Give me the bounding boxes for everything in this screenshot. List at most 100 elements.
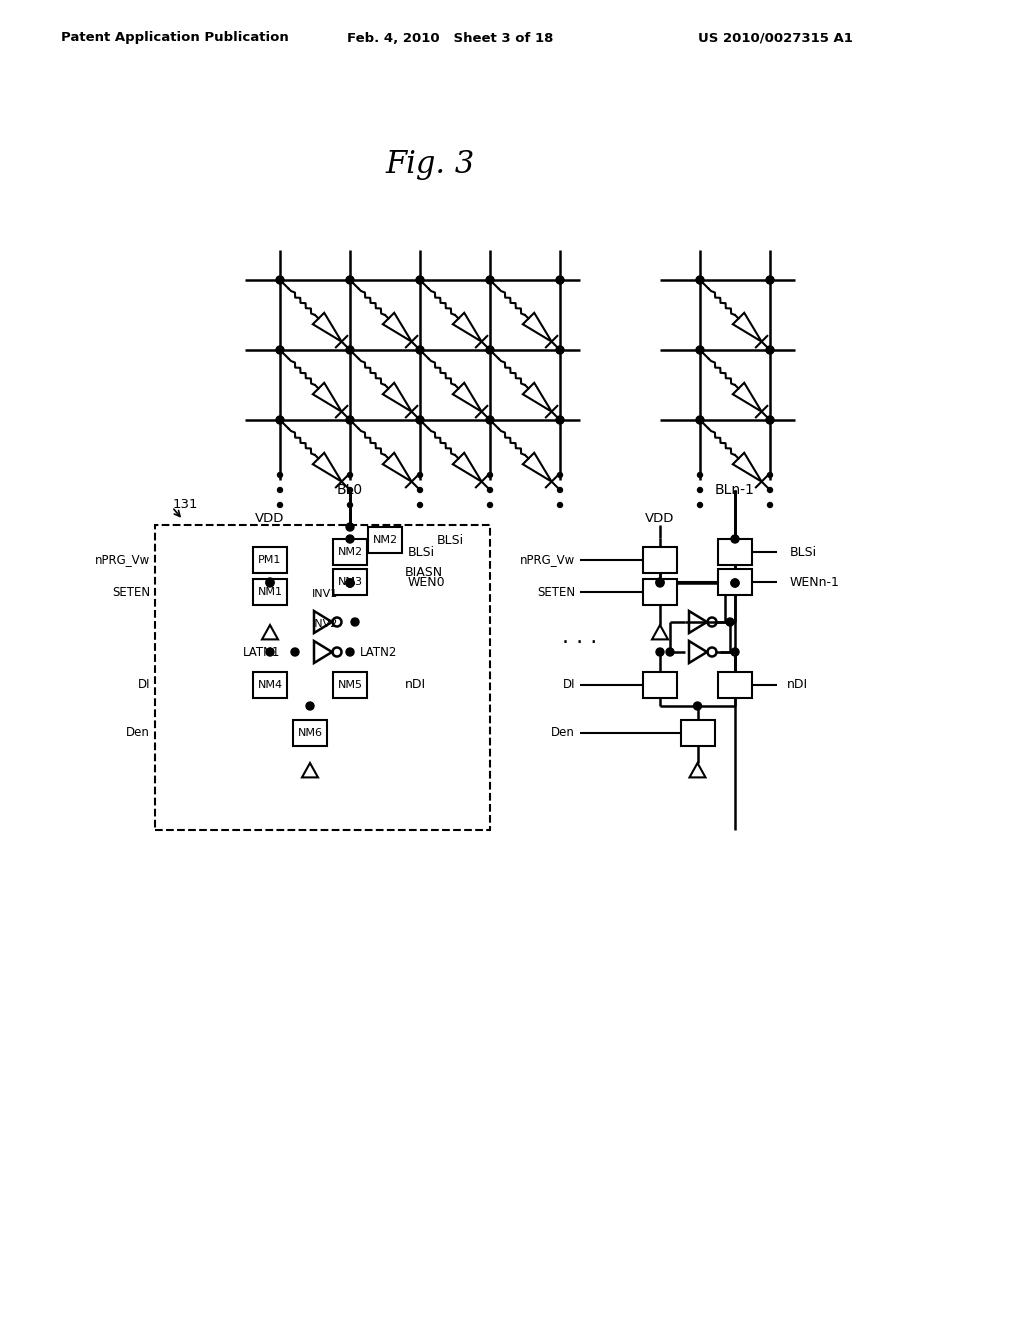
Circle shape bbox=[276, 276, 284, 284]
Text: Patent Application Publication: Patent Application Publication bbox=[61, 32, 289, 45]
Circle shape bbox=[693, 702, 701, 710]
Circle shape bbox=[656, 579, 664, 587]
Circle shape bbox=[346, 579, 354, 587]
Text: nDI: nDI bbox=[406, 678, 426, 692]
Circle shape bbox=[418, 503, 423, 507]
Circle shape bbox=[291, 648, 299, 656]
Circle shape bbox=[556, 276, 564, 284]
Bar bbox=[333, 672, 367, 698]
Circle shape bbox=[731, 579, 739, 587]
Text: US 2010/0027315 A1: US 2010/0027315 A1 bbox=[697, 32, 852, 45]
Circle shape bbox=[346, 535, 354, 543]
Bar bbox=[643, 672, 677, 698]
Circle shape bbox=[346, 579, 354, 587]
Circle shape bbox=[557, 487, 562, 492]
Text: nPRG_Vw: nPRG_Vw bbox=[520, 553, 575, 566]
Circle shape bbox=[351, 618, 359, 626]
Circle shape bbox=[731, 579, 739, 587]
Circle shape bbox=[696, 276, 705, 284]
Text: NM4: NM4 bbox=[257, 680, 283, 690]
Circle shape bbox=[346, 648, 354, 656]
Circle shape bbox=[266, 578, 274, 586]
Text: . . .: . . . bbox=[562, 627, 598, 647]
Bar bbox=[253, 672, 287, 698]
Text: nDI: nDI bbox=[787, 678, 808, 692]
Circle shape bbox=[276, 346, 284, 354]
Circle shape bbox=[696, 346, 705, 354]
Circle shape bbox=[487, 503, 493, 507]
Text: DI: DI bbox=[562, 678, 575, 692]
Circle shape bbox=[306, 702, 314, 710]
Circle shape bbox=[697, 503, 702, 507]
Text: BLn-1: BLn-1 bbox=[715, 483, 755, 498]
Circle shape bbox=[486, 346, 494, 354]
Bar bbox=[293, 719, 327, 746]
Text: NM3: NM3 bbox=[338, 577, 362, 587]
Text: VDD: VDD bbox=[255, 511, 285, 524]
Circle shape bbox=[697, 473, 702, 478]
Circle shape bbox=[766, 416, 774, 424]
Circle shape bbox=[556, 416, 564, 424]
Circle shape bbox=[278, 503, 283, 507]
Text: NM6: NM6 bbox=[298, 729, 323, 738]
Bar bbox=[155, 525, 490, 830]
Circle shape bbox=[276, 416, 284, 424]
Bar bbox=[718, 569, 752, 595]
Circle shape bbox=[347, 487, 352, 492]
Circle shape bbox=[768, 487, 772, 492]
Circle shape bbox=[768, 473, 772, 478]
Circle shape bbox=[768, 503, 772, 507]
Text: 131: 131 bbox=[173, 499, 199, 511]
Text: NM1: NM1 bbox=[257, 587, 283, 597]
Text: SETEN: SETEN bbox=[112, 586, 150, 598]
Text: LATN1: LATN1 bbox=[243, 645, 280, 659]
Circle shape bbox=[766, 276, 774, 284]
Text: NM5: NM5 bbox=[338, 680, 362, 690]
Circle shape bbox=[266, 648, 274, 656]
Circle shape bbox=[346, 416, 354, 424]
Circle shape bbox=[418, 487, 423, 492]
Text: BIASN: BIASN bbox=[406, 566, 443, 579]
Bar bbox=[718, 672, 752, 698]
Circle shape bbox=[346, 523, 354, 531]
Circle shape bbox=[696, 416, 705, 424]
Text: DI: DI bbox=[137, 678, 150, 692]
Text: WENn-1: WENn-1 bbox=[790, 576, 840, 589]
Text: SETEN: SETEN bbox=[537, 586, 575, 598]
Bar bbox=[333, 539, 367, 565]
Circle shape bbox=[486, 276, 494, 284]
Text: INV2: INV2 bbox=[312, 619, 338, 630]
Circle shape bbox=[347, 503, 352, 507]
Circle shape bbox=[346, 276, 354, 284]
Circle shape bbox=[726, 618, 734, 626]
Circle shape bbox=[266, 579, 274, 587]
Bar bbox=[253, 579, 287, 605]
Circle shape bbox=[557, 503, 562, 507]
Circle shape bbox=[416, 346, 424, 354]
Circle shape bbox=[487, 487, 493, 492]
Circle shape bbox=[766, 346, 774, 354]
Text: Den: Den bbox=[551, 726, 575, 739]
Bar bbox=[368, 527, 402, 553]
Circle shape bbox=[697, 487, 702, 492]
Bar bbox=[643, 579, 677, 605]
Circle shape bbox=[556, 346, 564, 354]
Text: BLSi: BLSi bbox=[408, 545, 435, 558]
Bar bbox=[253, 546, 287, 573]
Bar bbox=[681, 719, 715, 746]
Circle shape bbox=[487, 473, 493, 478]
Circle shape bbox=[346, 579, 354, 587]
Text: NM2: NM2 bbox=[373, 535, 397, 545]
Bar bbox=[333, 569, 367, 595]
Text: INV1: INV1 bbox=[312, 589, 338, 599]
Circle shape bbox=[666, 648, 674, 656]
Circle shape bbox=[656, 648, 664, 656]
Circle shape bbox=[486, 416, 494, 424]
Text: BL0: BL0 bbox=[337, 483, 364, 498]
Circle shape bbox=[418, 473, 423, 478]
Text: VDD: VDD bbox=[645, 511, 675, 524]
Circle shape bbox=[346, 346, 354, 354]
Circle shape bbox=[278, 473, 283, 478]
Circle shape bbox=[347, 473, 352, 478]
Circle shape bbox=[416, 416, 424, 424]
